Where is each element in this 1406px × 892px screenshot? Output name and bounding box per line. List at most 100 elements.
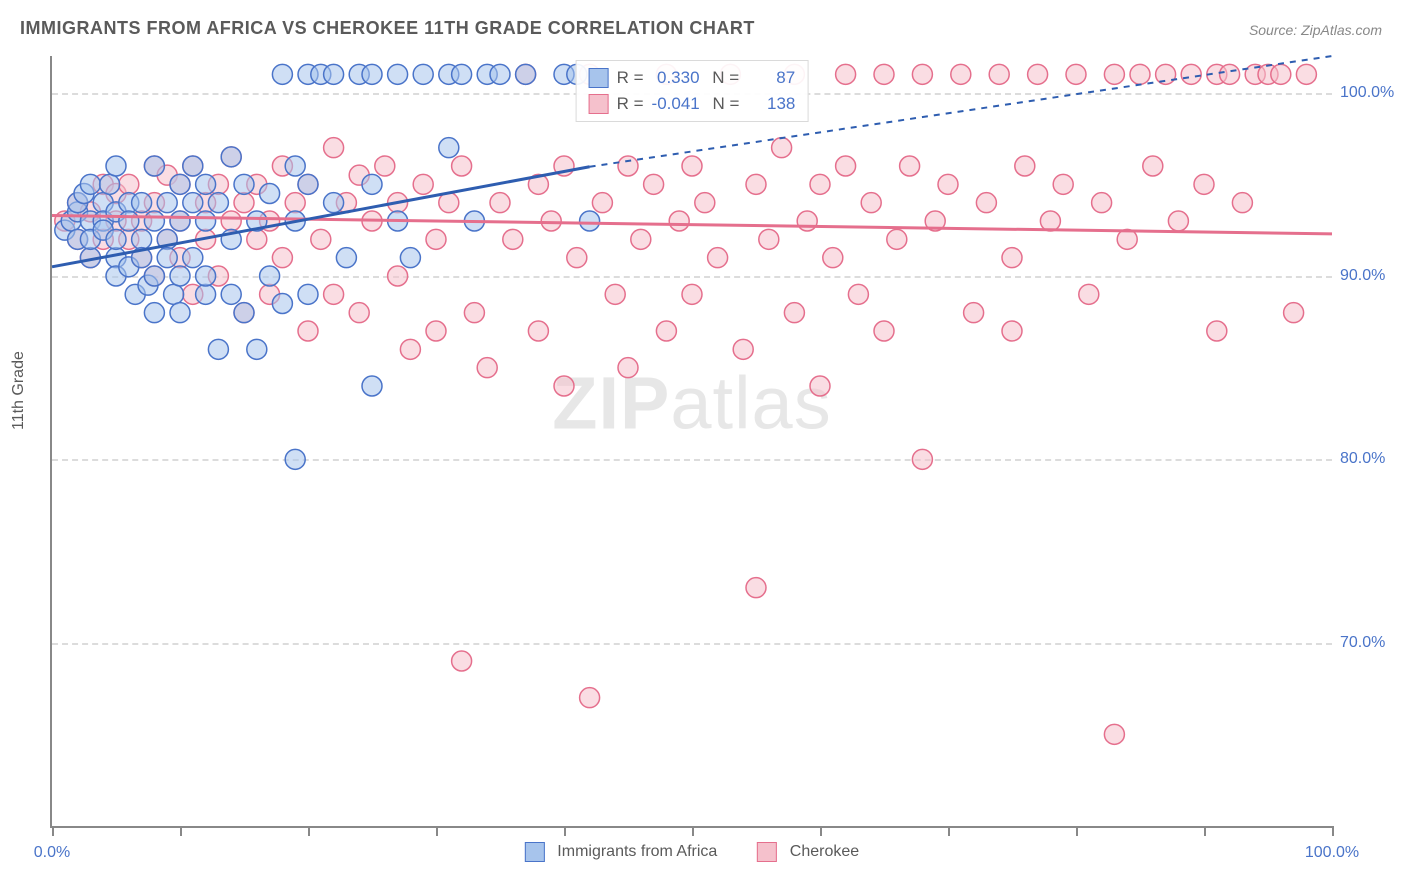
data-point: [759, 229, 779, 249]
x-tick: [52, 826, 54, 836]
data-point: [183, 193, 203, 213]
data-point: [1002, 248, 1022, 268]
data-point: [362, 174, 382, 194]
data-point: [452, 64, 472, 84]
data-point: [592, 193, 612, 213]
data-point: [1104, 64, 1124, 84]
data-point: [260, 184, 280, 204]
data-point: [976, 193, 996, 213]
data-point: [1207, 321, 1227, 341]
scatter-svg: [52, 56, 1332, 826]
data-point: [644, 174, 664, 194]
data-point: [336, 248, 356, 268]
data-point: [106, 229, 126, 249]
data-point: [528, 321, 548, 341]
data-point: [900, 156, 920, 176]
swatch-icon: [589, 94, 609, 114]
data-point: [247, 339, 267, 359]
data-point: [196, 284, 216, 304]
data-point: [439, 138, 459, 158]
data-point: [912, 64, 932, 84]
data-point: [221, 284, 241, 304]
data-point: [285, 193, 305, 213]
data-point: [669, 211, 689, 231]
data-point: [605, 284, 625, 304]
data-point: [1194, 174, 1214, 194]
y-tick-label: 70.0%: [1340, 634, 1406, 652]
data-point: [388, 64, 408, 84]
data-point: [157, 193, 177, 213]
data-point: [400, 248, 420, 268]
data-point: [164, 284, 184, 304]
data-point: [490, 64, 510, 84]
x-tick: [820, 826, 822, 836]
data-point: [938, 174, 958, 194]
data-point: [618, 358, 638, 378]
data-point: [426, 229, 446, 249]
x-tick: [1076, 826, 1078, 836]
data-point: [887, 229, 907, 249]
data-point: [1092, 193, 1112, 213]
data-point: [260, 266, 280, 286]
data-point: [157, 248, 177, 268]
plot-area: ZIPatlas R = 0.330 N = 87 R = -0.041 N =…: [50, 56, 1332, 828]
data-point: [1040, 211, 1060, 231]
chart-title: IMMIGRANTS FROM AFRICA VS CHEROKEE 11TH …: [20, 18, 755, 39]
data-point: [119, 174, 139, 194]
data-point: [874, 321, 894, 341]
n-value: 138: [747, 91, 795, 117]
data-point: [1232, 193, 1252, 213]
data-point: [810, 174, 830, 194]
data-point: [656, 321, 676, 341]
legend-row-cherokee: R = -0.041 N = 138: [589, 91, 796, 117]
data-point: [426, 321, 446, 341]
data-point: [580, 688, 600, 708]
data-point: [1130, 64, 1150, 84]
data-point: [362, 64, 382, 84]
data-point: [144, 303, 164, 323]
data-point: [170, 211, 190, 231]
data-point: [1296, 64, 1316, 84]
data-point: [183, 156, 203, 176]
x-tick: [948, 826, 950, 836]
data-point: [1284, 303, 1304, 323]
x-tick: [692, 826, 694, 836]
data-point: [631, 229, 651, 249]
data-point: [208, 339, 228, 359]
data-point: [912, 449, 932, 469]
data-point: [298, 284, 318, 304]
data-point: [452, 651, 472, 671]
data-point: [144, 266, 164, 286]
data-point: [746, 174, 766, 194]
data-point: [964, 303, 984, 323]
data-point: [1220, 64, 1240, 84]
data-point: [784, 303, 804, 323]
data-point: [234, 174, 254, 194]
data-point: [452, 156, 472, 176]
data-point: [733, 339, 753, 359]
y-tick-label: 100.0%: [1340, 84, 1406, 102]
data-point: [132, 229, 152, 249]
data-point: [810, 376, 830, 396]
data-point: [362, 376, 382, 396]
data-point: [989, 64, 1009, 84]
data-point: [221, 211, 241, 231]
data-point: [1028, 64, 1048, 84]
data-point: [682, 156, 702, 176]
data-point: [464, 303, 484, 323]
x-tick: [564, 826, 566, 836]
data-point: [1168, 211, 1188, 231]
data-point: [797, 211, 817, 231]
data-point: [285, 449, 305, 469]
data-point: [208, 193, 228, 213]
data-point: [746, 578, 766, 598]
data-point: [708, 248, 728, 268]
data-point: [272, 294, 292, 314]
data-point: [554, 376, 574, 396]
data-point: [221, 147, 241, 167]
data-point: [196, 266, 216, 286]
data-point: [170, 174, 190, 194]
data-point: [1104, 724, 1124, 744]
data-point: [170, 266, 190, 286]
x-tick: [1332, 826, 1334, 836]
